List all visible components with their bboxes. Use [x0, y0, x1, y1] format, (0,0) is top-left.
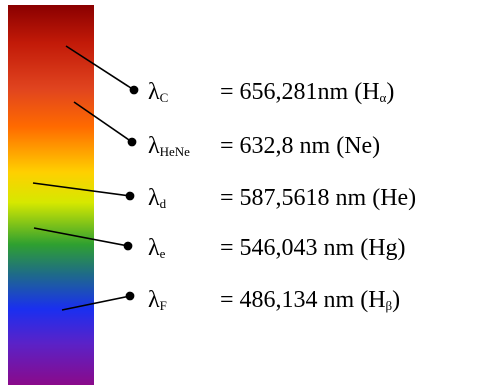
- leader-line-f: [61, 295, 131, 311]
- wavelength-value: = 486,134 nm (Hβ): [220, 287, 401, 313]
- leader-line-c: [65, 45, 135, 91]
- wavelength-symbol: λC: [148, 79, 169, 105]
- wavelength-value: = 546,043 nm (Hg): [220, 235, 406, 261]
- leader-line-e: [33, 227, 129, 247]
- wavelength-symbol: λF: [148, 287, 167, 313]
- wavelength-value: = 656,281nm (Hα): [220, 79, 395, 105]
- leader-dot-f: [125, 291, 135, 301]
- leader-dot-e: [123, 241, 133, 251]
- wavelength-value: = 632,8 nm (Ne): [220, 133, 381, 159]
- leader-line-henes: [73, 101, 133, 143]
- leader-dot-hene: [127, 137, 137, 147]
- wavelength-symbol: λe: [148, 235, 166, 261]
- wavelength-symbol: λHeNe: [148, 133, 190, 159]
- leader-dot-d: [125, 191, 135, 201]
- spectrum-color-bar: [8, 5, 94, 385]
- leader-dot-c: [129, 85, 139, 95]
- wavelength-symbol: λd: [148, 185, 167, 211]
- leader-line-d: [32, 182, 131, 197]
- wavelength-value: = 587,5618 nm (He): [220, 185, 417, 211]
